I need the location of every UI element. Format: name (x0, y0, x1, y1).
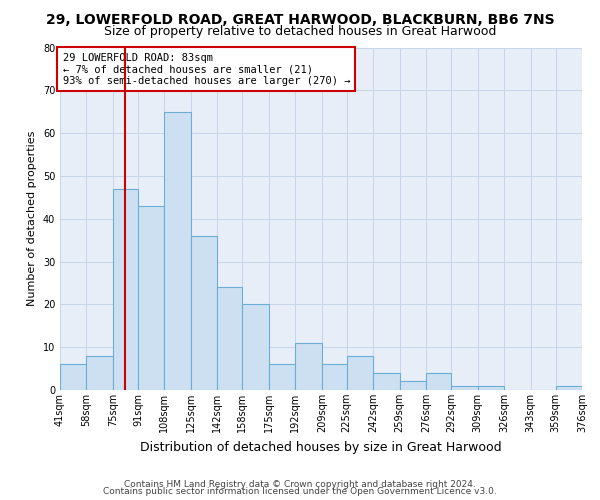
Text: 29, LOWERFOLD ROAD, GREAT HARWOOD, BLACKBURN, BB6 7NS: 29, LOWERFOLD ROAD, GREAT HARWOOD, BLACK… (46, 12, 554, 26)
Text: Contains HM Land Registry data © Crown copyright and database right 2024.: Contains HM Land Registry data © Crown c… (124, 480, 476, 489)
Text: Contains public sector information licensed under the Open Government Licence v3: Contains public sector information licen… (103, 487, 497, 496)
Text: Size of property relative to detached houses in Great Harwood: Size of property relative to detached ho… (104, 25, 496, 38)
Bar (373, 373, 400, 390)
Bar (426, 373, 451, 390)
Bar (164, 112, 191, 390)
Bar (347, 356, 373, 390)
Bar (478, 386, 504, 390)
Bar (322, 364, 347, 390)
X-axis label: Distribution of detached houses by size in Great Harwood: Distribution of detached houses by size … (140, 440, 502, 454)
Bar (556, 386, 582, 390)
Bar (242, 304, 269, 390)
Bar (217, 287, 242, 390)
Y-axis label: Number of detached properties: Number of detached properties (27, 131, 37, 306)
Bar (138, 206, 164, 390)
Bar (295, 343, 322, 390)
Text: 29 LOWERFOLD ROAD: 83sqm
← 7% of detached houses are smaller (21)
93% of semi-de: 29 LOWERFOLD ROAD: 83sqm ← 7% of detache… (62, 52, 350, 86)
Bar (269, 364, 295, 390)
Bar (400, 382, 426, 390)
Bar (86, 356, 113, 390)
Bar (191, 236, 217, 390)
Bar (60, 364, 86, 390)
Bar (113, 189, 138, 390)
Bar (451, 386, 478, 390)
